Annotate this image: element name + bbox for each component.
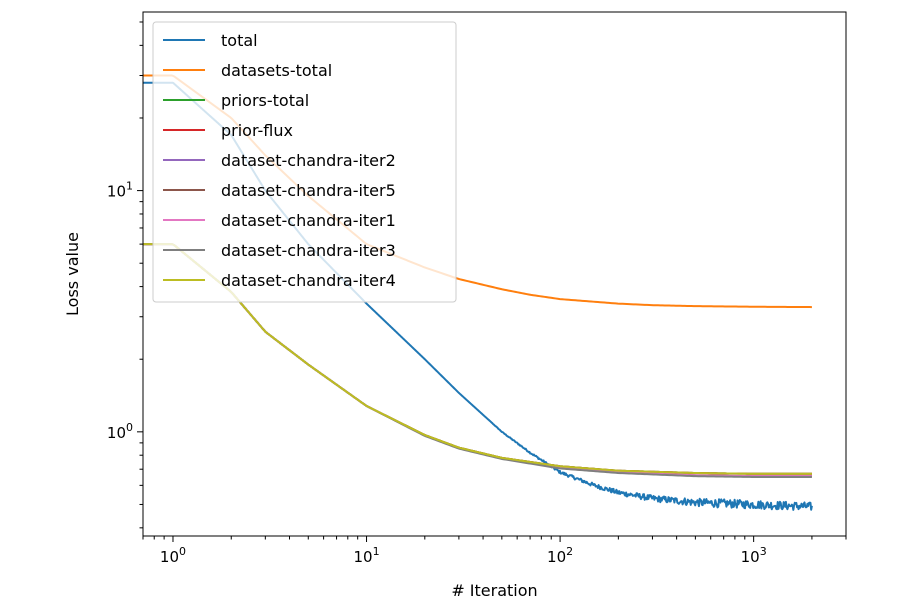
y-tick-base: 10: [107, 424, 126, 442]
x-tick-label: 100: [160, 545, 186, 566]
x-tick-label: 101: [353, 545, 379, 566]
x-tick-base: 10: [353, 548, 372, 566]
legend-box: [152, 21, 457, 303]
x-tick-exponent: 1: [373, 545, 380, 558]
axes-frame: [142, 11, 847, 537]
legend-label: priors-total: [221, 91, 309, 110]
y-tick-label: 101: [107, 180, 133, 201]
x-tick-base: 10: [741, 548, 760, 566]
legend-label: dataset-chandra-iter2: [221, 151, 396, 170]
y-tick-base: 10: [107, 183, 126, 201]
x-tick-exponent: 2: [566, 545, 573, 558]
y-tick-label: 100: [107, 421, 133, 442]
x-tick-exponent: 0: [179, 545, 186, 558]
x-tick-base: 10: [160, 548, 179, 566]
legend-label: dataset-chandra-iter4: [221, 271, 396, 290]
y-axis-title: Loss value: [63, 232, 82, 316]
y-tick-exponent: 1: [126, 180, 133, 193]
x-tick-label: 102: [547, 545, 573, 566]
x-tick-label: 103: [741, 545, 767, 566]
legend-label: total: [221, 31, 258, 50]
series-line-dataset-chandra-iter4: [143, 243, 812, 475]
legend-label: dataset-chandra-iter3: [221, 241, 396, 260]
legend: total datasets-total priors-total prior-flu…: [152, 21, 457, 303]
y-tick-exponent: 0: [126, 421, 133, 434]
x-axis-title: # Iteration: [451, 581, 537, 600]
legend-label: dataset-chandra-iter5: [221, 181, 396, 200]
x-tick-exponent: 3: [760, 545, 767, 558]
x-tick-base: 10: [547, 548, 566, 566]
legend-label: prior-flux: [221, 121, 293, 140]
x-axis: 100 101 102 103: [142, 536, 847, 566]
legend-label: datasets-total: [221, 61, 332, 80]
legend-label: dataset-chandra-iter1: [221, 211, 396, 230]
